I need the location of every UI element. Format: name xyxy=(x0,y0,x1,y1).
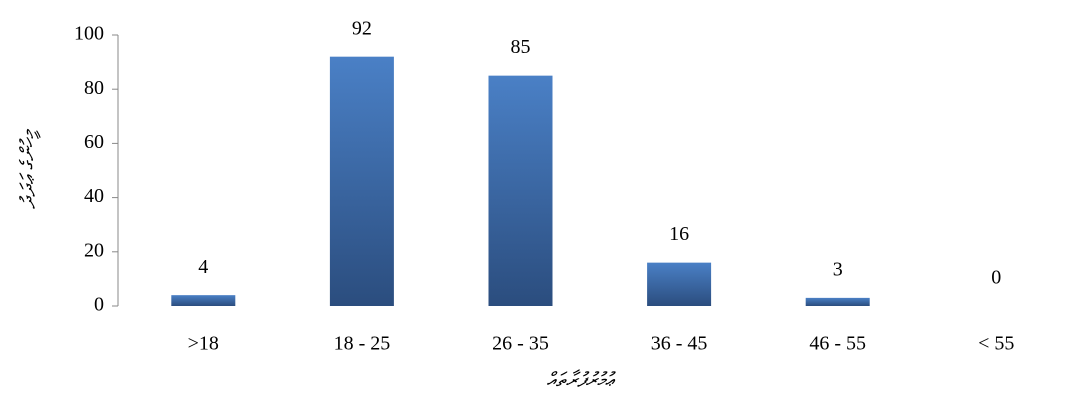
value-label: 4 xyxy=(198,256,208,278)
value-label: 92 xyxy=(352,17,372,39)
value-label: 16 xyxy=(669,223,689,245)
x-axis-label: ޢުމުރުފުރާތައް xyxy=(546,369,616,392)
y-tick-label: 80 xyxy=(84,77,104,99)
y-axis-label: މީހުންގެ ޢަދަދު xyxy=(18,128,41,210)
value-label: 85 xyxy=(511,36,531,58)
x-tick-label: 36 - 45 xyxy=(651,333,708,355)
x-tick-label: 46 - 55 xyxy=(809,333,866,355)
bar xyxy=(171,295,236,306)
bar xyxy=(647,262,712,306)
bar xyxy=(488,75,553,307)
bar xyxy=(329,56,394,307)
y-tick-label: 40 xyxy=(84,185,104,207)
y-tick-label: 20 xyxy=(84,239,104,261)
y-tick-label: 60 xyxy=(84,131,104,153)
x-tick-label: 18 - 25 xyxy=(334,333,391,355)
x-tick-label: 26 - 35 xyxy=(492,333,549,355)
x-tick-label: >18 xyxy=(188,333,219,355)
value-label: 3 xyxy=(833,258,843,280)
y-tick-label: 100 xyxy=(74,23,104,45)
bar xyxy=(805,297,870,306)
x-tick-label: < 55 xyxy=(978,333,1014,355)
value-label: 0 xyxy=(991,267,1001,289)
y-tick-label: 0 xyxy=(94,294,104,316)
